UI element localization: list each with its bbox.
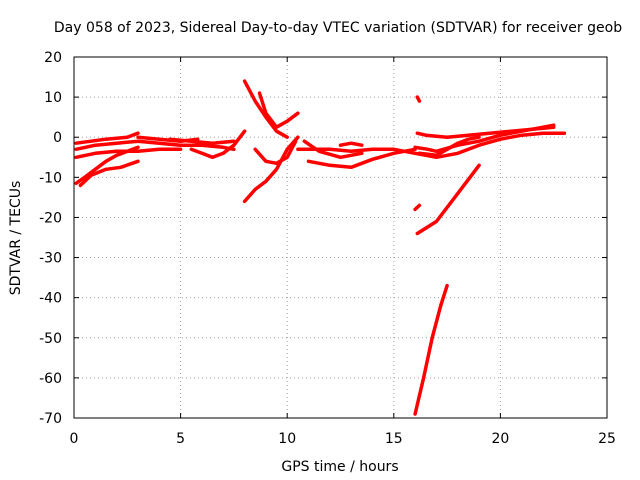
y-tick-label: -30 xyxy=(39,251,62,267)
x-tick-label: 25 xyxy=(598,431,616,447)
data-trace-17 xyxy=(415,95,422,103)
data-trace-2 xyxy=(74,131,140,145)
data-trace-14 xyxy=(302,139,364,160)
data-trace-8 xyxy=(189,129,247,160)
data-trace-9 xyxy=(242,79,289,139)
x-tick-label: 10 xyxy=(278,431,296,447)
y-tick-label: -70 xyxy=(39,411,62,427)
data-trace-24 xyxy=(413,283,449,416)
tick-layer: 0 5 10 15 20 25 20 10 0 -10 -20 -30 -40 -50 -60 -70 xyxy=(39,50,616,447)
data-trace-18 xyxy=(413,131,567,160)
data-trace-22 xyxy=(413,203,422,212)
data-trace-13 xyxy=(296,147,417,156)
x-tick-label: 0 xyxy=(70,431,79,447)
data-trace-10 xyxy=(257,91,300,129)
data-trace-12 xyxy=(253,139,298,166)
series-layer xyxy=(74,79,567,416)
y-tick-label: -50 xyxy=(39,331,62,347)
grid-layer xyxy=(74,57,607,418)
y-tick-label: -10 xyxy=(39,170,62,186)
y-tick-label: -60 xyxy=(39,371,62,387)
chart-title: Day 058 of 2023, Sidereal Day-to-day VTE… xyxy=(54,20,622,36)
data-trace-21 xyxy=(413,123,556,154)
data-trace-15 xyxy=(306,147,417,170)
data-trace-23 xyxy=(415,163,481,236)
data-trace-4 xyxy=(74,145,140,186)
x-tick-label: 15 xyxy=(385,431,403,447)
y-tick-label: 0 xyxy=(53,130,62,146)
data-trace-1 xyxy=(74,139,236,152)
data-trace-7 xyxy=(168,137,236,145)
data-trace-5 xyxy=(78,159,140,188)
y-axis-label: SDTVAR / TECUs xyxy=(8,181,24,296)
data-trace-16 xyxy=(338,141,364,147)
y-tick-label: -40 xyxy=(39,291,62,307)
y-tick-label: 20 xyxy=(44,50,62,66)
x-tick-label: 20 xyxy=(491,431,509,447)
y-tick-label: -20 xyxy=(39,210,62,226)
data-trace-11 xyxy=(242,135,300,204)
x-tick-label: 5 xyxy=(176,431,185,447)
plot-frame xyxy=(73,56,608,419)
y-tick-label: 10 xyxy=(44,90,62,106)
x-axis-label: GPS time / hours xyxy=(281,459,398,475)
